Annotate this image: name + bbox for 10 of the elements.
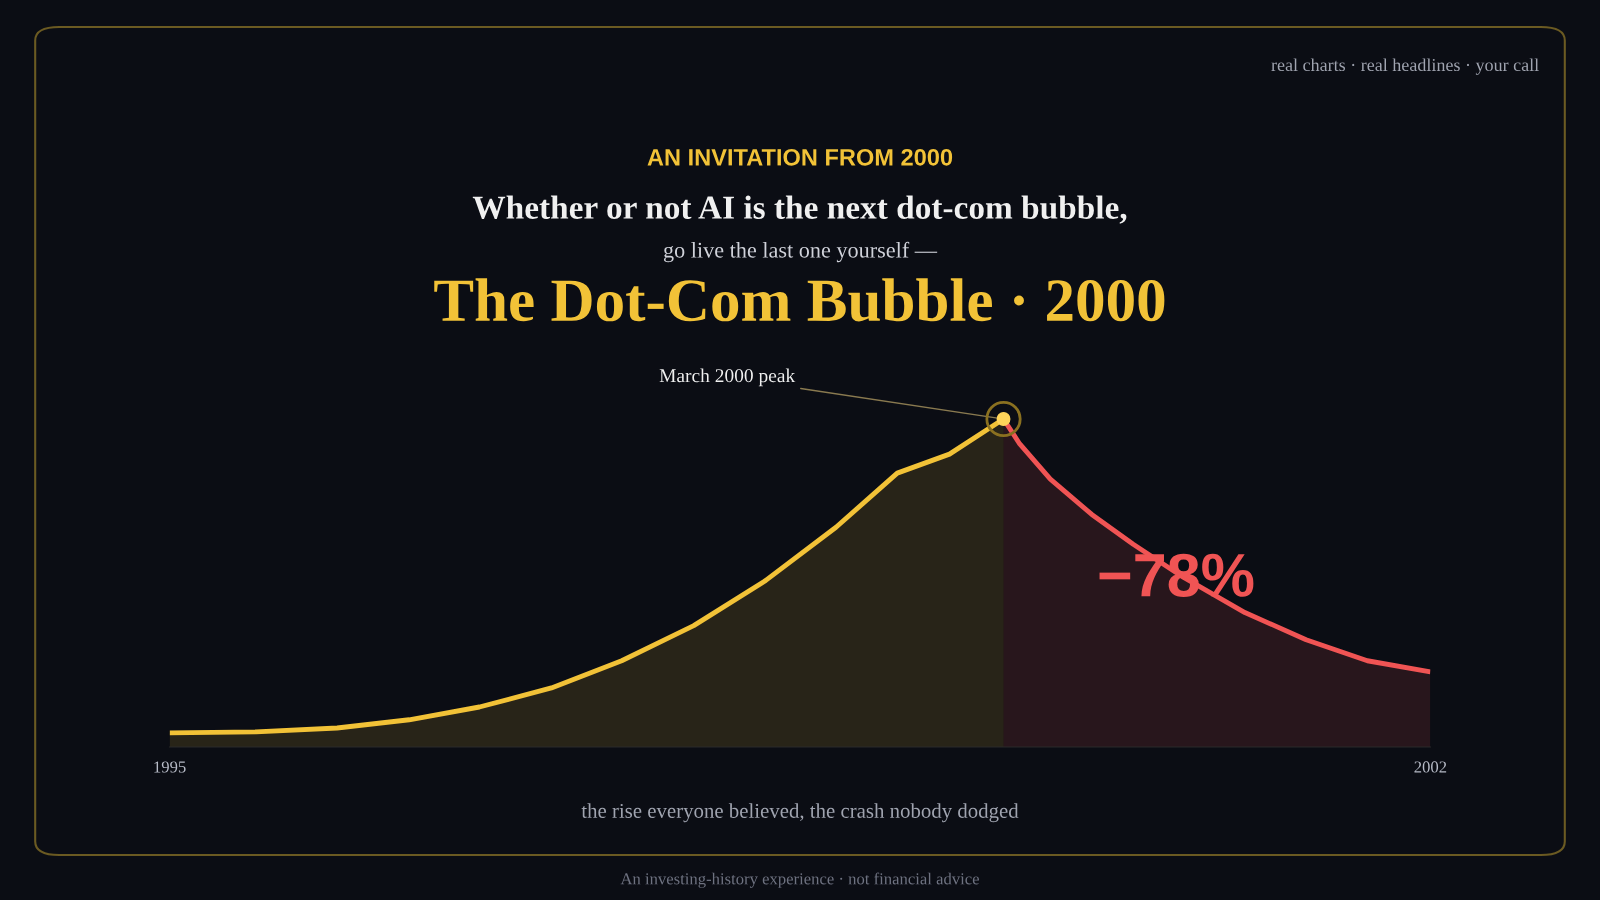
text: An investing-history experience · not financial advice	[620, 872, 979, 888]
annotation: March 2000 peak	[659, 368, 796, 387]
text: real charts · real headlines · your call	[1271, 58, 1539, 75]
chart-title: The Dot-Com Bubble · 2000	[434, 278, 1165, 322]
text: Whether or not AI is the next dot-com bubble,	[472, 195, 1127, 224]
text: the rise everyone believed, the crash nobody dodged	[581, 803, 1019, 823]
x-tick-label: 2002	[1414, 761, 1447, 773]
text: AN INVITATION FROM 2000	[647, 148, 953, 166]
x-tick-label: 1995	[154, 761, 186, 773]
text: go live the last one yourself —	[663, 241, 938, 263]
